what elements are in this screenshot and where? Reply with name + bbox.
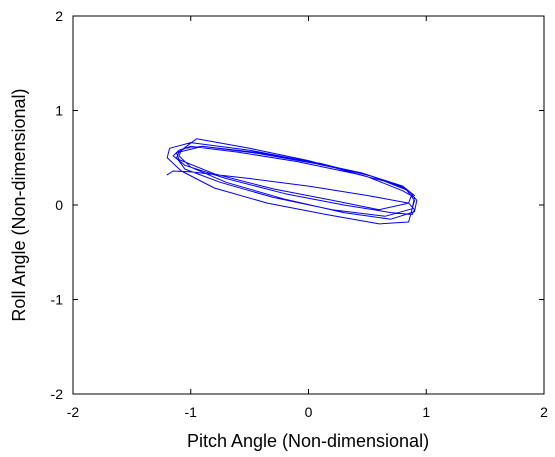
y-tick-label: -1	[51, 292, 64, 308]
tick-labels: -2 -1 0 1 2 -2 -1 0 1 2	[51, 8, 549, 420]
y-tick-label: 1	[55, 103, 63, 119]
y-tick-label: 0	[55, 197, 63, 213]
series-line	[166, 138, 418, 225]
x-tick-label: 1	[422, 404, 430, 420]
x-tick-label: 2	[540, 404, 548, 420]
y-tick-label: 2	[55, 8, 63, 24]
y-axis-label: Roll Angle (Non-dimensional)	[9, 88, 29, 321]
x-tick-label: -1	[185, 404, 198, 420]
tick-marks	[72, 15, 545, 395]
y-tick-label: -2	[51, 386, 64, 402]
x-tick-label: 0	[305, 404, 313, 420]
x-axis-label: Pitch Angle (Non-dimensional)	[187, 431, 429, 451]
x-tick-label: -2	[67, 404, 80, 420]
